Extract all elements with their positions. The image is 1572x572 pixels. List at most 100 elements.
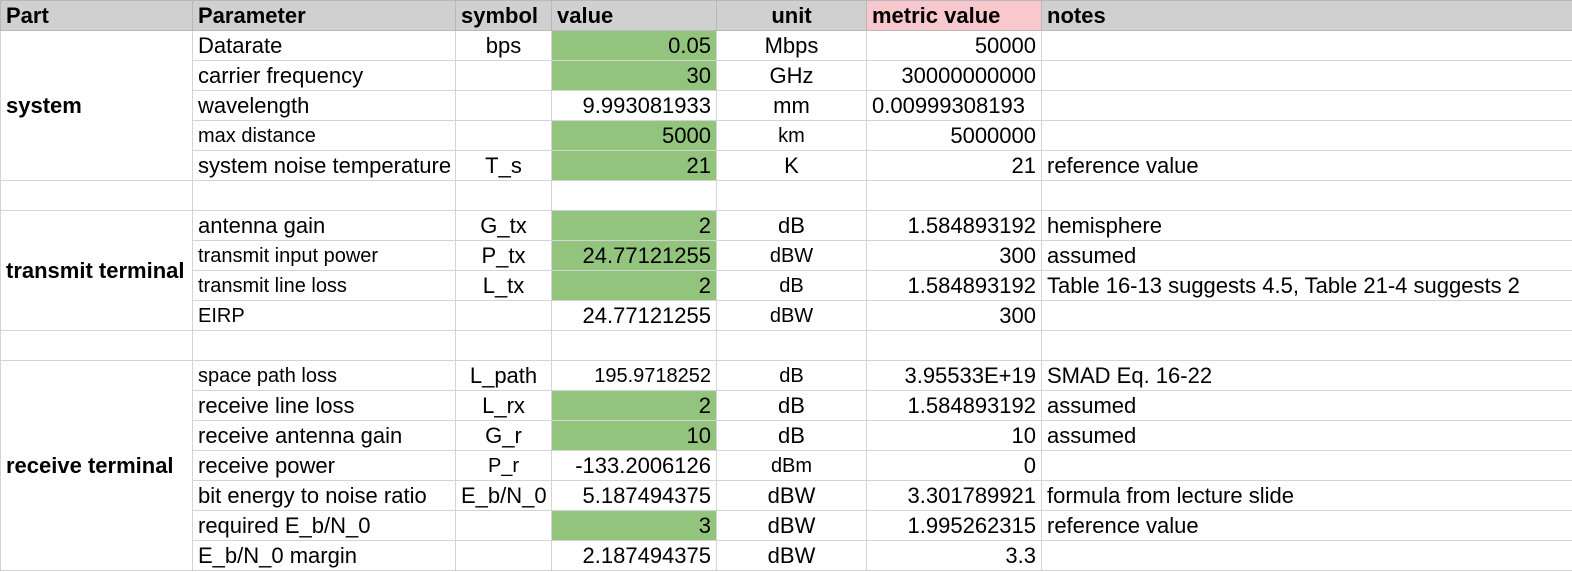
- empty-cell[interactable]: [0, 180, 193, 211]
- notes-cell[interactable]: assumed: [1041, 390, 1572, 421]
- metric-value-cell[interactable]: 1.584893192: [866, 390, 1042, 421]
- metric-value-cell[interactable]: 0.00999308193: [866, 90, 1042, 121]
- metric-value-cell[interactable]: 0: [866, 450, 1042, 481]
- unit-cell[interactable]: dBW: [716, 240, 867, 271]
- notes-cell[interactable]: SMAD Eq. 16-22: [1041, 360, 1572, 391]
- symbol-cell[interactable]: [455, 60, 552, 91]
- part-cell-system[interactable]: system: [0, 30, 193, 181]
- empty-cell[interactable]: [1041, 330, 1572, 361]
- symbol-cell[interactable]: T_s: [455, 150, 552, 181]
- parameter-cell[interactable]: receive line loss: [192, 390, 456, 421]
- unit-cell[interactable]: dB: [716, 420, 867, 451]
- symbol-cell[interactable]: G_tx: [455, 210, 552, 241]
- metric-value-cell[interactable]: 10: [866, 420, 1042, 451]
- unit-cell[interactable]: dBW: [716, 480, 867, 511]
- notes-cell[interactable]: [1041, 60, 1572, 91]
- symbol-cell[interactable]: bps: [455, 30, 552, 61]
- notes-cell[interactable]: formula from lecture slide: [1041, 480, 1572, 511]
- unit-cell[interactable]: GHz: [716, 60, 867, 91]
- parameter-cell[interactable]: receive antenna gain: [192, 420, 456, 451]
- unit-cell[interactable]: Mbps: [716, 30, 867, 61]
- value-cell[interactable]: 21: [551, 150, 717, 181]
- notes-cell[interactable]: assumed: [1041, 420, 1572, 451]
- parameter-cell[interactable]: antenna gain: [192, 210, 456, 241]
- value-cell[interactable]: 3: [551, 510, 717, 541]
- metric-value-cell[interactable]: 3.301789921: [866, 480, 1042, 511]
- metric-value-cell[interactable]: 3.95533E+19: [866, 360, 1042, 391]
- value-cell[interactable]: 30: [551, 60, 717, 91]
- parameter-cell[interactable]: E_b/N_0 margin: [192, 540, 456, 571]
- parameter-cell[interactable]: carrier frequency: [192, 60, 456, 91]
- value-cell[interactable]: 10: [551, 420, 717, 451]
- header-metric-value[interactable]: metric value: [866, 0, 1042, 31]
- notes-cell[interactable]: [1041, 30, 1572, 61]
- unit-cell[interactable]: km: [716, 120, 867, 151]
- parameter-cell[interactable]: max distance: [192, 120, 456, 151]
- metric-value-cell[interactable]: 1.995262315: [866, 510, 1042, 541]
- part-cell-transmit-terminal[interactable]: transmit terminal: [0, 210, 193, 331]
- empty-cell[interactable]: [455, 180, 552, 211]
- empty-cell[interactable]: [192, 180, 456, 211]
- value-cell[interactable]: 24.77121255: [551, 300, 717, 331]
- unit-cell[interactable]: dBW: [716, 510, 867, 541]
- parameter-cell[interactable]: system noise temperature: [192, 150, 456, 181]
- parameter-cell[interactable]: bit energy to noise ratio: [192, 480, 456, 511]
- symbol-cell[interactable]: P_r: [455, 450, 552, 481]
- unit-cell[interactable]: dB: [716, 210, 867, 241]
- notes-cell[interactable]: [1041, 300, 1572, 331]
- header-value[interactable]: value: [551, 0, 717, 31]
- symbol-cell[interactable]: [455, 90, 552, 121]
- parameter-cell[interactable]: wavelength: [192, 90, 456, 121]
- unit-cell[interactable]: K: [716, 150, 867, 181]
- notes-cell[interactable]: [1041, 120, 1572, 151]
- notes-cell[interactable]: assumed: [1041, 240, 1572, 271]
- value-cell[interactable]: 9.993081933: [551, 90, 717, 121]
- notes-cell[interactable]: [1041, 450, 1572, 481]
- value-cell[interactable]: -133.2006126: [551, 450, 717, 481]
- metric-value-cell[interactable]: 30000000000: [866, 60, 1042, 91]
- parameter-cell[interactable]: receive power: [192, 450, 456, 481]
- metric-value-cell[interactable]: 300: [866, 300, 1042, 331]
- value-cell[interactable]: 24.77121255: [551, 240, 717, 271]
- metric-value-cell[interactable]: 5000000: [866, 120, 1042, 151]
- empty-cell[interactable]: [455, 330, 552, 361]
- symbol-cell[interactable]: [455, 510, 552, 541]
- notes-cell[interactable]: [1041, 540, 1572, 571]
- metric-value-cell[interactable]: 1.584893192: [866, 210, 1042, 241]
- value-cell[interactable]: 2: [551, 390, 717, 421]
- symbol-cell[interactable]: G_r: [455, 420, 552, 451]
- unit-cell[interactable]: dB: [716, 270, 867, 301]
- unit-cell[interactable]: dBm: [716, 450, 867, 481]
- empty-cell[interactable]: [716, 330, 867, 361]
- symbol-cell[interactable]: [455, 540, 552, 571]
- notes-cell[interactable]: Table 16-13 suggests 4.5, Table 21-4 sug…: [1041, 270, 1572, 301]
- parameter-cell[interactable]: space path loss: [192, 360, 456, 391]
- metric-value-cell[interactable]: 1.584893192: [866, 270, 1042, 301]
- parameter-cell[interactable]: transmit line loss: [192, 270, 456, 301]
- parameter-cell[interactable]: required E_b/N_0: [192, 510, 456, 541]
- symbol-cell[interactable]: E_b/N_0: [455, 480, 552, 511]
- symbol-cell[interactable]: [455, 300, 552, 331]
- empty-cell[interactable]: [866, 180, 1042, 211]
- header-symbol[interactable]: symbol: [455, 0, 552, 31]
- notes-cell[interactable]: [1041, 90, 1572, 121]
- metric-value-cell[interactable]: 300: [866, 240, 1042, 271]
- empty-cell[interactable]: [0, 330, 193, 361]
- notes-cell[interactable]: reference value: [1041, 150, 1572, 181]
- symbol-cell[interactable]: P_tx: [455, 240, 552, 271]
- symbol-cell[interactable]: [455, 120, 552, 151]
- header-unit[interactable]: unit: [716, 0, 867, 31]
- metric-value-cell[interactable]: 3.3: [866, 540, 1042, 571]
- notes-cell[interactable]: hemisphere: [1041, 210, 1572, 241]
- value-cell[interactable]: 2: [551, 270, 717, 301]
- value-cell[interactable]: 0.05: [551, 30, 717, 61]
- empty-cell[interactable]: [866, 330, 1042, 361]
- unit-cell[interactable]: dBW: [716, 300, 867, 331]
- header-parameter[interactable]: Parameter: [192, 0, 456, 31]
- empty-cell[interactable]: [551, 180, 717, 211]
- notes-cell[interactable]: reference value: [1041, 510, 1572, 541]
- empty-cell[interactable]: [551, 330, 717, 361]
- empty-cell[interactable]: [192, 330, 456, 361]
- empty-cell[interactable]: [1041, 180, 1572, 211]
- part-cell-receive-terminal[interactable]: receive terminal: [0, 360, 193, 571]
